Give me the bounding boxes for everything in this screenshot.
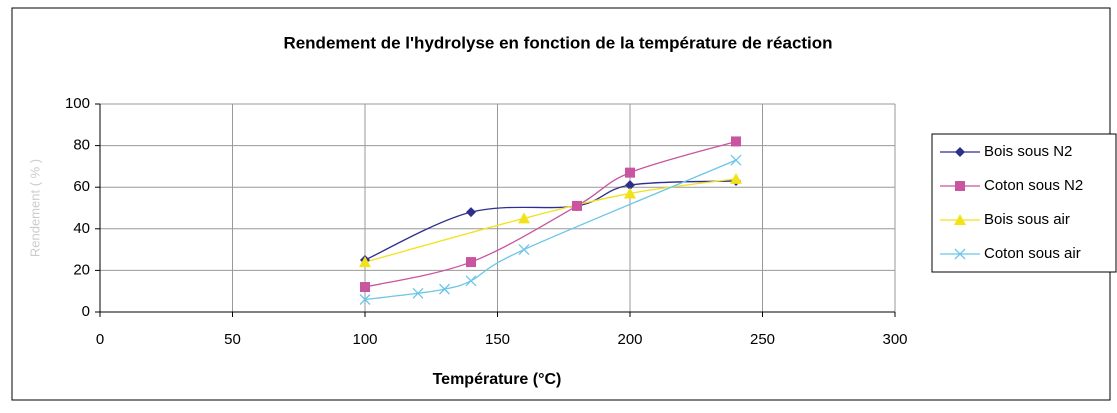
marker — [439, 283, 450, 295]
marker — [412, 287, 424, 299]
legend-label: Coton sous air — [984, 245, 1081, 262]
x-tick-label: 250 — [750, 331, 775, 348]
x-tick-label: 150 — [485, 331, 510, 348]
legend-marker — [954, 248, 966, 260]
legend-label: Bois sous air — [984, 211, 1070, 228]
marker — [625, 180, 635, 191]
legend-label: Coton sous N2 — [984, 177, 1083, 194]
marker — [625, 167, 635, 178]
marker — [730, 154, 742, 166]
legend-box — [931, 133, 1117, 273]
legend-marker — [955, 147, 965, 157]
marker — [466, 257, 476, 268]
marker — [731, 136, 741, 147]
y-axis-title: Rendement ( % ) — [27, 159, 42, 257]
x-tick-label: 50 — [224, 331, 241, 348]
x-tick-label: 200 — [617, 331, 642, 348]
x-tick-label: 0 — [96, 331, 104, 348]
marker — [360, 282, 370, 293]
legend-marker — [955, 181, 965, 191]
legend-marker — [954, 214, 966, 225]
chart-title: Rendement de l'hydrolyse en fonction de … — [283, 33, 832, 52]
marker — [359, 294, 371, 305]
marker — [465, 275, 477, 287]
y-tick-label: 20 — [73, 261, 90, 278]
x-axis-title: Température (°C) — [433, 371, 562, 388]
series-line — [364, 178, 737, 263]
marker — [730, 172, 742, 184]
x-tick-label: 100 — [352, 331, 377, 348]
marker — [518, 244, 530, 256]
y-tick-label: 40 — [73, 220, 90, 237]
marker — [466, 207, 476, 218]
marker — [518, 212, 530, 224]
y-tick-label: 100 — [65, 95, 90, 112]
marker — [624, 187, 636, 199]
y-tick-label: 0 — [82, 303, 90, 320]
legend-label: Bois sous N2 — [984, 143, 1072, 160]
y-tick-label: 80 — [73, 137, 90, 154]
y-tick-label: 60 — [73, 178, 90, 195]
x-tick-label: 300 — [882, 331, 907, 348]
chart-border — [11, 7, 1111, 401]
marker — [359, 256, 371, 268]
marker — [572, 200, 582, 211]
